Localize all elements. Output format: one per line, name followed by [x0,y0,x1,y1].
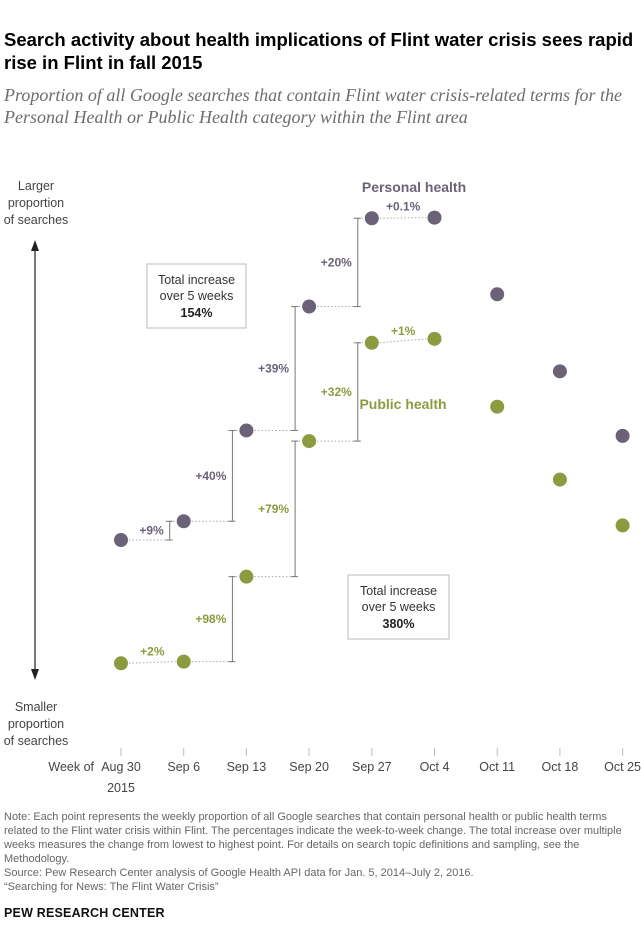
step-label: +40% [195,469,226,483]
step-label: +20% [321,255,352,269]
data-point [427,210,442,225]
public-total-callout-box [347,574,450,640]
data-point [427,331,442,346]
x-tick-label: Sep 6 [167,760,200,774]
data-point [176,654,191,669]
y-axis-top-label: Larger [18,179,54,193]
step-label: +32% [321,385,352,399]
step-label: +1% [391,324,416,338]
personal-total-callout-label: over 5 weeks [160,289,234,303]
report-title: “Searching for News: The Flint Water Cri… [4,881,219,893]
source-note: Source: Pew Research Center analysis of … [4,867,474,879]
public-total-callout-label: over 5 weeks [362,600,436,614]
public-total-callout-value: 380% [383,617,415,631]
step-connector [379,338,427,344]
data-point [114,656,128,671]
public-total-callout-label: Total increase [360,584,437,598]
x-tick-label: Sep 20 [289,760,329,774]
step-label: +79% [258,502,289,516]
data-point [239,423,254,438]
chart-canvas: Aug 30 Sep 6 Sep 13 Sep 20 Sep 27 Oct 4 Oct 11… [4,179,641,795]
data-point [552,472,567,487]
y-axis-bottom-label: proportion [8,717,64,731]
personal-total-callout-value: 154% [181,306,213,320]
y-axis-bottom-label: Smaller [15,700,57,714]
data-point [615,518,630,533]
x-year-label: 2015 [107,781,135,795]
personal-total-callout-label: Total increase [158,273,235,287]
chart-title: Search activity about health implication… [4,29,634,73]
x-tick-label: Oct 4 [420,760,450,774]
data-point [364,211,379,226]
y-axis-bottom-label: of searches [4,734,69,748]
data-point [239,569,254,584]
x-tick-label: Aug 30 [101,760,141,774]
x-tick-label: Sep 27 [352,760,392,774]
footnotes: Note: Each point represents the weekly p… [4,810,634,894]
data-point [552,364,567,379]
data-point [490,399,505,414]
step-label: +2% [140,644,165,658]
pew-logo-text: PEW RESEARCH CENTER [4,906,165,920]
step-connector [379,217,427,219]
arrow-up-icon [31,240,39,251]
series-label-personal-health: Personal health [362,179,466,195]
x-tick-label: Oct 18 [541,760,578,774]
chart-subtitle: Proportion of all Google searches that c… [4,85,622,127]
data-point [302,299,317,314]
data-point [490,287,505,302]
data-point [176,514,191,529]
x-tick-label: Oct 25 [604,760,641,774]
data-point [364,335,379,350]
step-label: +98% [195,612,226,626]
personal-total-callout-box [146,263,247,329]
series-label-public-health: Public health [359,396,446,412]
step-label: +0.1% [386,199,421,213]
x-tick-label: Sep 13 [227,760,267,774]
y-axis-top-label: proportion [8,196,64,210]
x-tick-label: Oct 11 [479,760,515,774]
data-point [302,434,317,449]
step-label: +39% [258,362,289,376]
methodology-note: Note: Each point represents the weekly p… [4,811,622,865]
data-point [615,428,630,443]
step-label: +9% [139,524,164,538]
data-point [114,533,128,547]
x-axis-label: Week of [48,760,94,774]
arrow-down-icon [31,669,39,680]
y-axis-top-label: of searches [4,213,69,227]
step-connector [128,661,176,664]
